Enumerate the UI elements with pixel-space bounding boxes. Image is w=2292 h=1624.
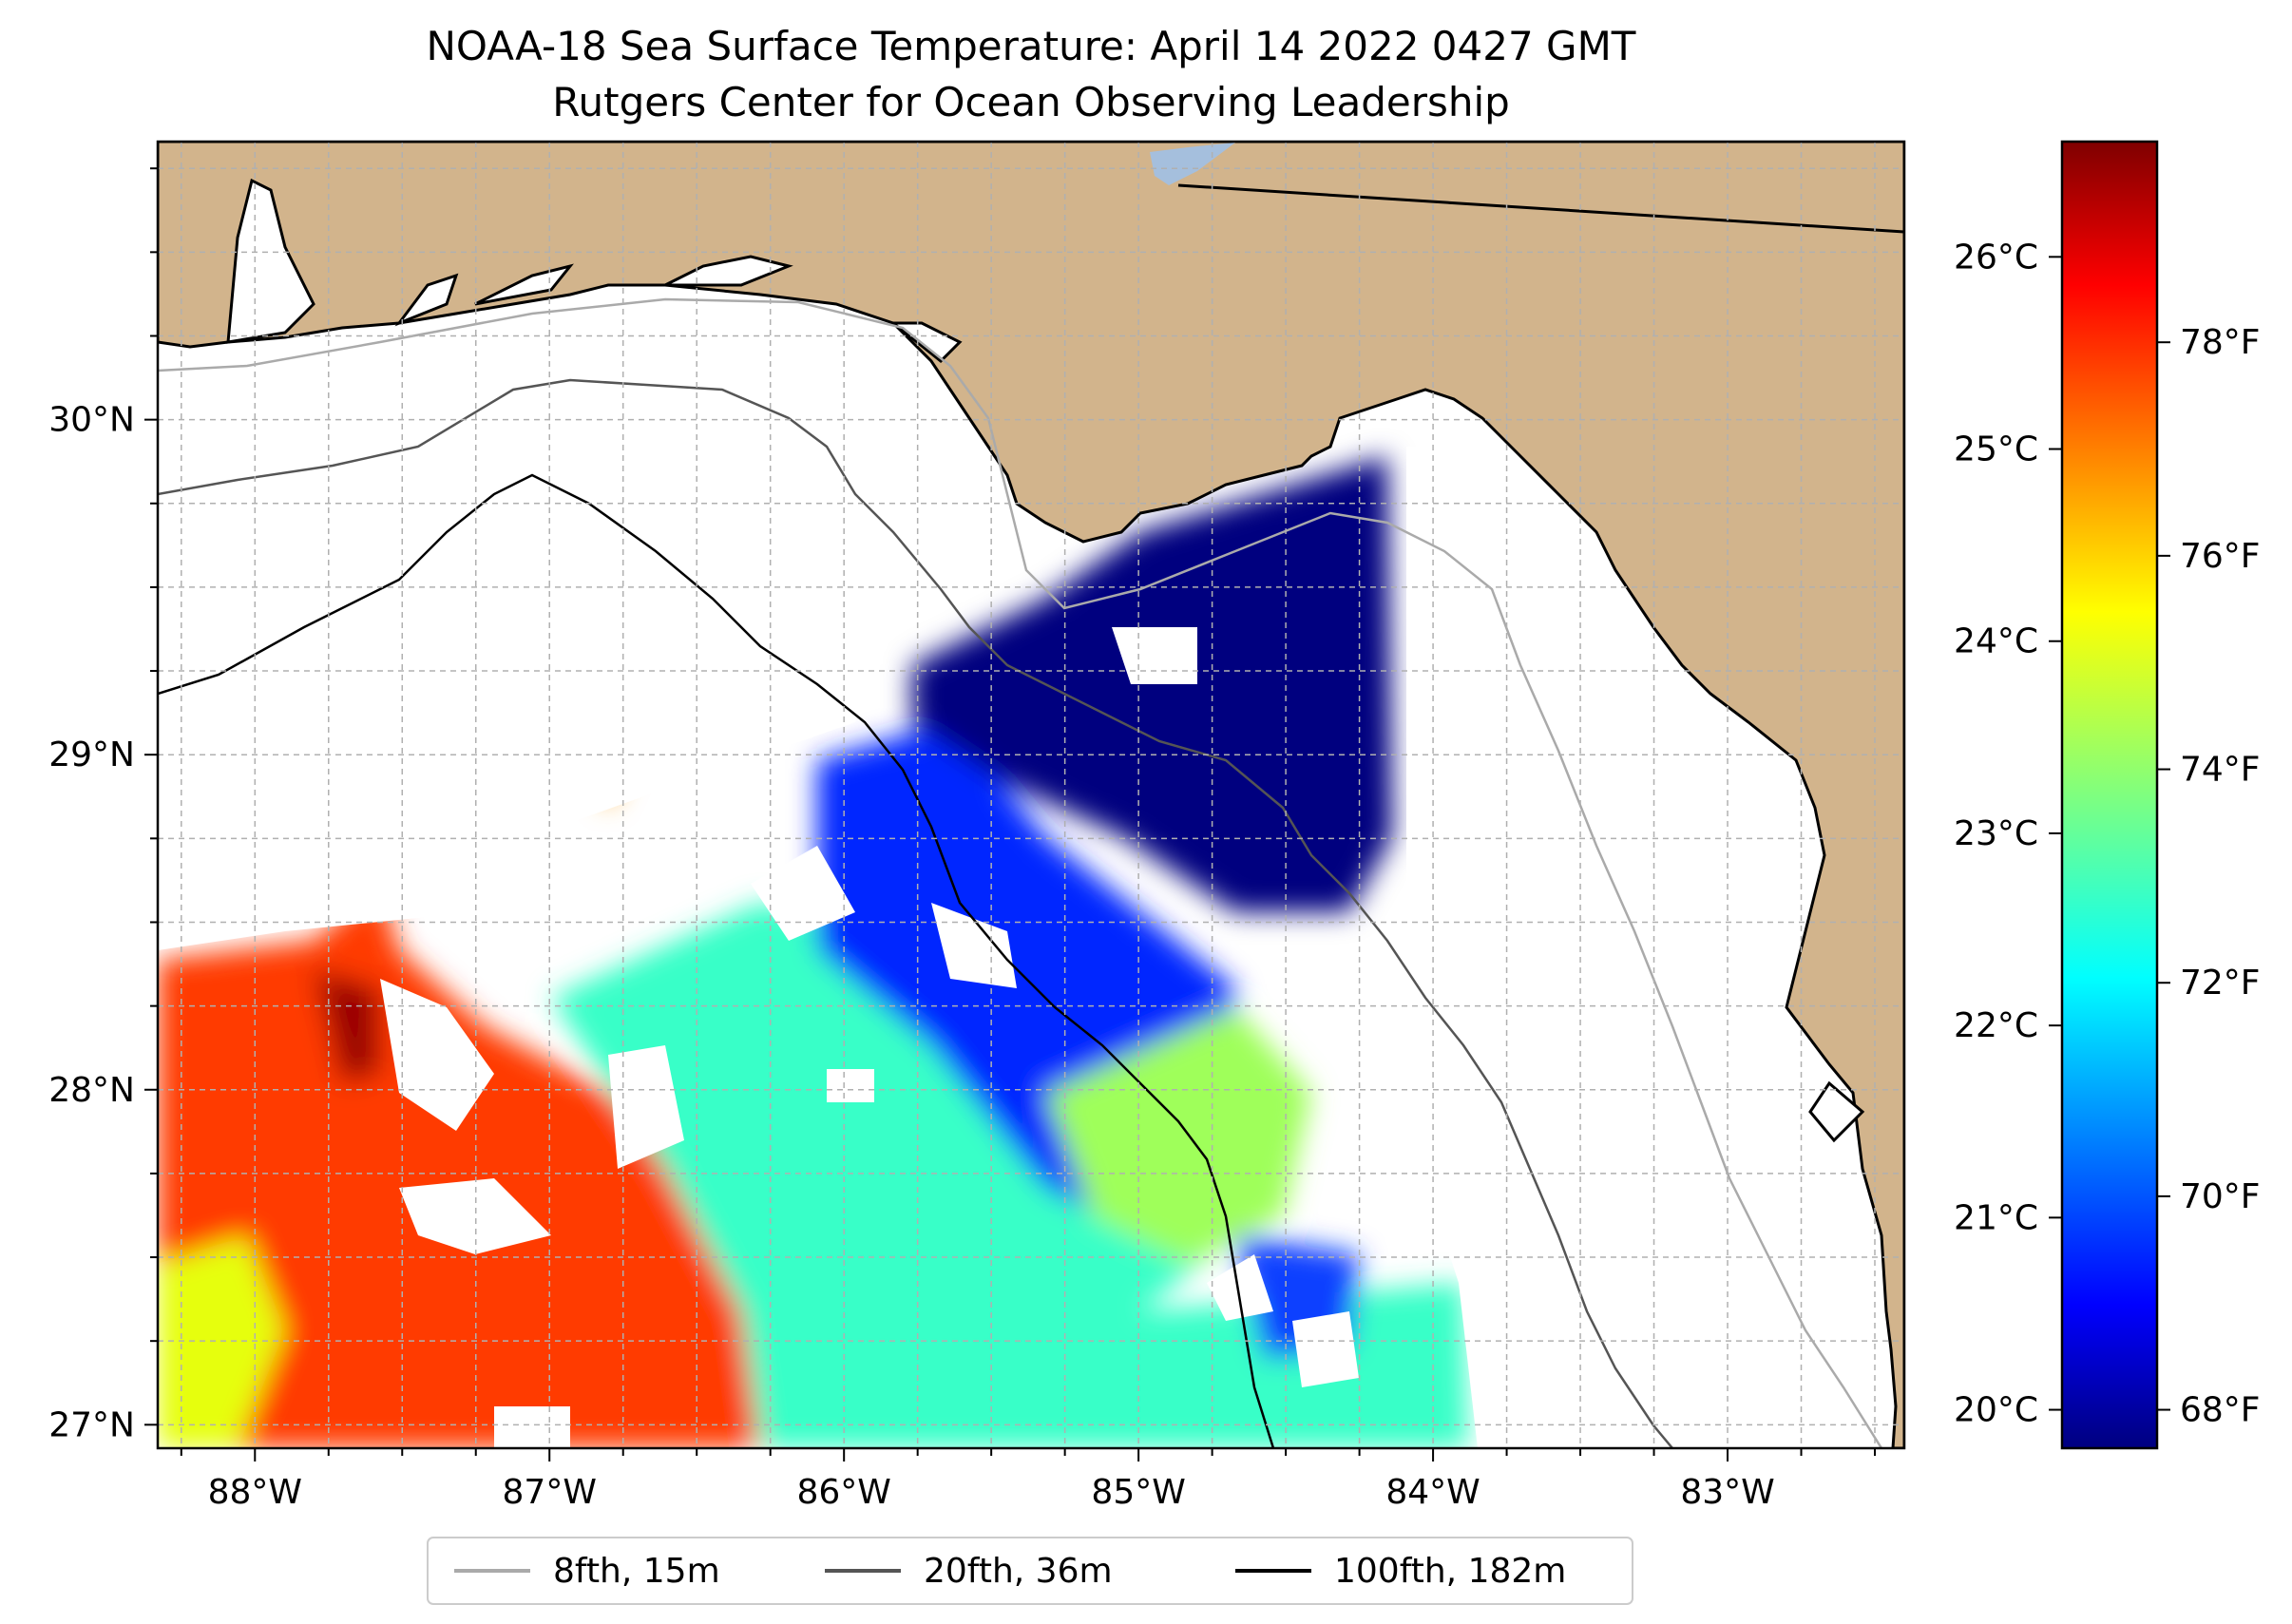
colorbar-celsius-ticks: 20°C 21°C 22°C 23°C 24°C 25°C 26°C — [1954, 238, 2062, 1430]
map-subtitle: Rutgers Center for Ocean Observing Leade… — [552, 79, 1510, 125]
choctawhatchee-bay — [474, 263, 574, 306]
lon-tick-label: 85°W — [1091, 1473, 1185, 1512]
legend-box — [427, 1537, 1633, 1605]
isobath-8fth — [158, 297, 1883, 1448]
fahrenheit-tick-label: 70°F — [2180, 1177, 2261, 1216]
cloud-gap — [494, 1406, 570, 1448]
legend: 8fth, 15m 20fth, 36m 100fth, 182m — [427, 1537, 1633, 1605]
lat-tick-label: 30°N — [48, 401, 135, 440]
tampa-bay — [1808, 1080, 1865, 1143]
celsius-tick-label: 25°C — [1954, 430, 2038, 469]
sst-hot-core — [314, 969, 380, 1083]
land-mass — [158, 142, 1904, 1448]
sst-yellow-west — [158, 1235, 285, 1448]
fahrenheit-tick-label: 78°F — [2180, 323, 2261, 362]
celsius-tick-label: 22°C — [1954, 1006, 2038, 1045]
cloud-gap — [827, 1069, 874, 1102]
celsius-tick-label: 20°C — [1954, 1391, 2038, 1430]
pensacola-bay — [394, 273, 459, 327]
colorbar-frame — [2060, 140, 2159, 1450]
fahrenheit-tick-label: 76°F — [2180, 537, 2261, 576]
sst-warm-region — [158, 884, 760, 1448]
legend-label: 20fth, 36m — [924, 1552, 1113, 1591]
sst-data-layer — [158, 314, 1904, 1448]
gridlines — [158, 142, 1904, 1448]
celsius-tick-label: 21°C — [1954, 1198, 2038, 1237]
lat-tick-label: 28°N — [48, 1071, 135, 1110]
lon-tick-label: 86°W — [796, 1473, 890, 1512]
isobath-20fth — [158, 378, 1673, 1448]
inland-lake — [1150, 143, 1235, 185]
colorbar-fahrenheit-ticks: 68°F 70°F 72°F 74°F 76°F 78°F — [2157, 323, 2261, 1430]
cloud-gap — [751, 846, 855, 941]
colorbar: 20°C 21°C 22°C 23°C 24°C 25°C 26°C 68°F 70°F 72°… — [1954, 140, 2261, 1450]
state-border — [1177, 183, 1904, 234]
isobath-100fth — [158, 473, 1275, 1448]
lat-tick-label: 29°N — [48, 736, 135, 774]
lon-tick-label: 84°W — [1385, 1473, 1480, 1512]
fahrenheit-tick-label: 72°F — [2180, 964, 2261, 1003]
lon-tick-label: 83°W — [1680, 1473, 1774, 1512]
mobile-bay — [226, 178, 315, 344]
celsius-tick-label: 26°C — [1954, 238, 2038, 277]
cloud-gap — [380, 979, 494, 1131]
cloud-gap — [1207, 1254, 1273, 1321]
map-title: NOAA-18 Sea Surface Temperature: April 1… — [427, 23, 1636, 69]
celsius-tick-label: 24°C — [1954, 622, 2038, 661]
longitude-axis: 88°W 87°W 86°W 85°W 84°W 83°W — [180, 1448, 1877, 1512]
isobaths — [158, 297, 1883, 1448]
cloud-gap — [1292, 1311, 1359, 1387]
map-frame — [156, 140, 1906, 1450]
cloud-gap — [1112, 627, 1197, 684]
legend-label: 8fth, 15m — [553, 1552, 720, 1591]
lon-tick-label: 87°W — [503, 1473, 597, 1512]
celsius-tick-label: 23°C — [1954, 814, 2038, 853]
latitude-axis: 27°N 28°N 29°N 30°N — [48, 167, 158, 1444]
fahrenheit-tick-label: 68°F — [2180, 1391, 2261, 1430]
cloud-gap — [399, 1178, 551, 1254]
sst-green-south — [1045, 1007, 1311, 1264]
no-data-northwest — [158, 314, 912, 950]
colorbar-gradient — [2062, 142, 2157, 1448]
legend-label: 100fth, 182m — [1334, 1552, 1566, 1591]
lat-tick-label: 27°N — [48, 1405, 135, 1444]
map-area — [158, 142, 1904, 1448]
fahrenheit-tick-label: 74°F — [2180, 751, 2261, 790]
lon-tick-label: 88°W — [208, 1473, 302, 1512]
cloud-gap — [608, 1045, 684, 1169]
cloud-gap — [931, 903, 1017, 988]
